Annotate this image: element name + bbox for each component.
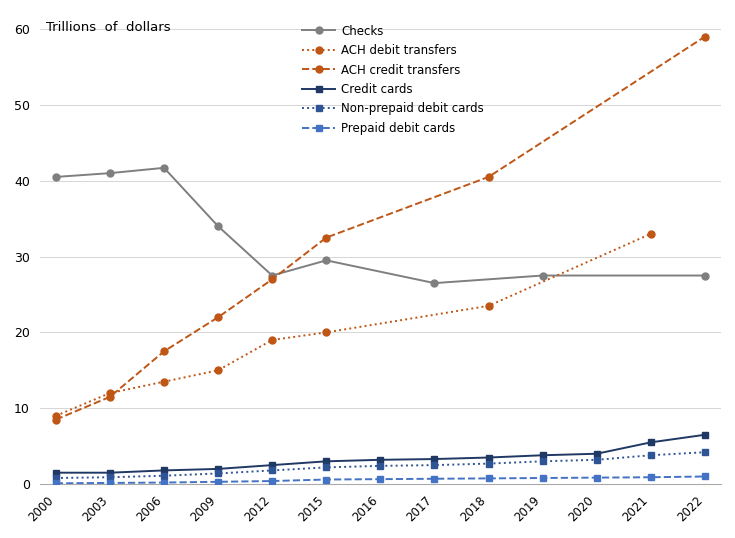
Text: Trillions  of  dollars: Trillions of dollars: [46, 21, 171, 34]
Legend: Checks, ACH debit transfers, ACH credit transfers, Credit cards, Non-prepaid deb: Checks, ACH debit transfers, ACH credit …: [298, 20, 489, 140]
